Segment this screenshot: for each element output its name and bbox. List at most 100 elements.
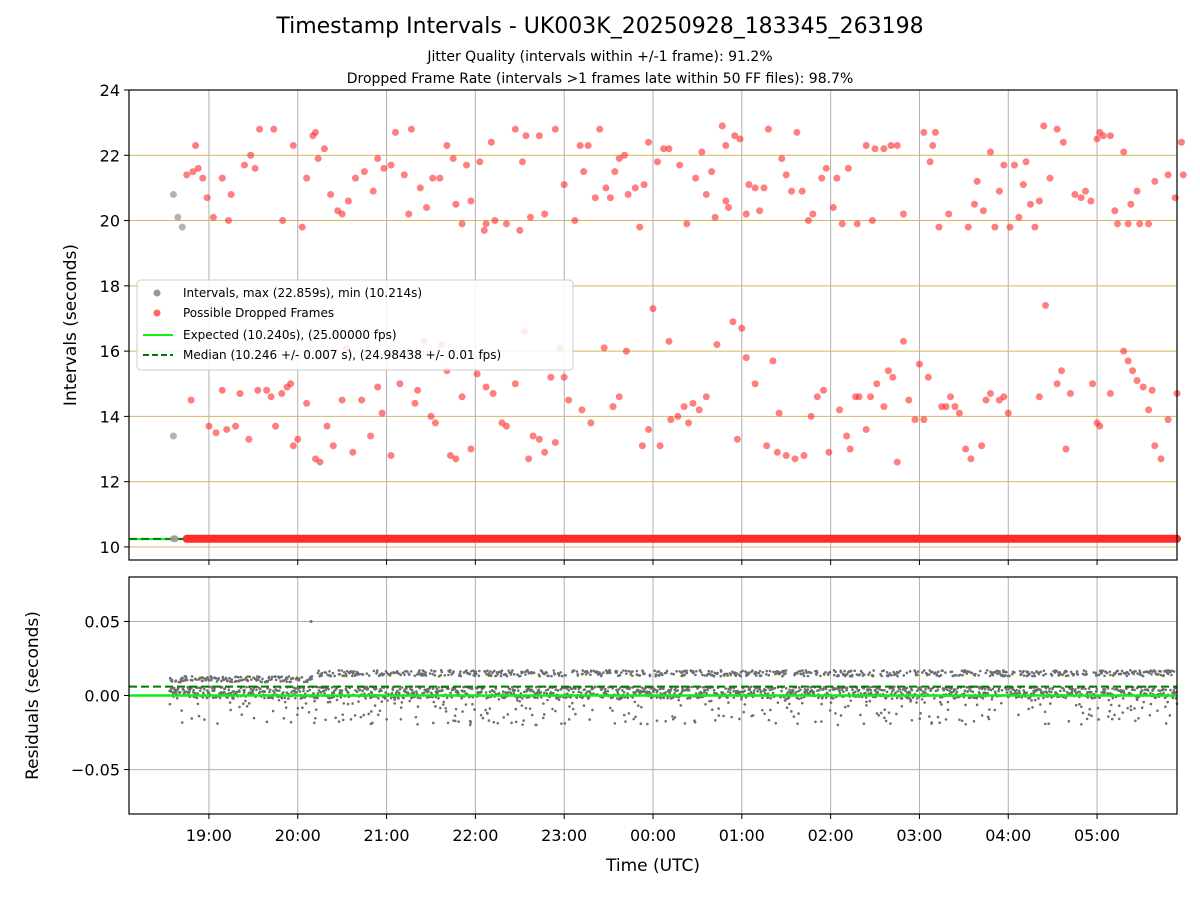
residual-point [665,671,668,675]
residual-point [889,722,892,725]
dropped-frame-point [621,151,629,159]
residual-point [975,703,979,707]
residual-point [586,671,590,674]
residual-point [350,674,354,678]
residual-point [1004,674,1007,677]
residual-point [728,688,732,692]
residual-point [296,687,300,691]
residual-point [801,669,804,672]
residual-point [968,687,971,691]
residual-point [915,701,918,704]
residual-point [393,696,397,700]
residual-point [1062,687,1065,690]
residual-point [342,674,346,678]
residual-point [1080,705,1083,709]
residual-point [519,692,523,695]
residual-point [444,707,447,710]
residual-point [468,723,472,727]
residual-point [1067,719,1071,723]
residual-point [832,673,836,677]
residual-point [662,687,665,691]
residual-point [378,690,381,693]
y-tick-label: 10 [100,538,120,557]
residual-point [373,704,377,707]
residual-point [1018,669,1022,673]
residual-point [328,670,331,673]
residual-point [1078,690,1082,694]
dropped-frame-point [329,442,337,450]
dropped-frame-point [1077,194,1085,202]
dropped-frame-point [711,213,719,221]
residual-point [1078,702,1081,706]
residual-point [645,690,649,693]
residual-point [1163,696,1167,700]
dropped-frame-point [1089,380,1097,388]
y-tick-label: 0.05 [84,612,120,631]
residual-point [700,692,703,695]
residual-point [938,700,942,704]
residual-point [898,688,902,691]
residual-point [838,689,841,693]
residual-point [832,686,836,690]
dropped-frame-point [822,164,830,172]
residual-point [759,674,763,677]
residual-point [1007,687,1010,691]
residual-point [494,687,498,690]
residual-point [405,687,408,690]
residual-point [251,689,255,693]
residual-point [965,672,969,675]
residual-point [222,690,226,694]
residual-point [620,696,624,700]
residual-point [1141,689,1144,692]
residual-point [654,674,657,678]
residual-point [479,713,483,717]
residual-point [836,673,840,677]
residual-point [319,691,323,694]
residual-point [819,674,822,678]
dropped-frame-point [374,383,382,391]
residual-point [1019,673,1023,676]
residual-point [1103,688,1107,691]
dropped-frame-point [218,386,226,394]
dropped-frame-point [1035,197,1043,205]
dropped-frame-point [289,442,297,450]
dropped-frame-point [1046,174,1054,182]
residual-point [1064,674,1068,678]
residual-point [627,712,631,715]
residual-point [316,692,320,695]
residual-point [178,691,182,694]
residual-point [226,696,229,699]
residual-point [180,721,184,724]
dropped-frame-point [199,174,207,182]
residual-point [705,691,708,695]
jitter-quality-subtitle: Jitter Quality (intervals within +/-1 fr… [427,49,773,65]
residual-point [952,690,956,693]
residual-point [1148,713,1152,717]
residual-point [582,704,586,707]
residual-point [260,680,263,684]
residual-point [301,706,304,710]
residual-point [732,696,736,699]
dropped-frame-point [251,164,259,172]
dropped-frame-point [187,396,195,404]
residual-point [509,673,513,676]
residual-point [764,688,767,692]
residual-point [675,670,678,673]
residual-point [557,698,561,702]
residual-point [574,712,577,716]
residual-point [713,719,717,722]
dropped-frame-point [1010,161,1018,169]
dropped-frame-point [411,399,419,407]
residual-point [671,715,674,718]
residual-point [849,699,853,702]
residual-point [754,674,758,677]
residual-point [986,692,990,695]
residual-point [302,687,305,690]
residual-point [905,671,909,675]
dropped-frame-point [836,406,844,414]
residual-point [1033,698,1037,702]
residual-point [243,688,246,692]
residual-point [201,676,205,679]
residual-point [235,690,239,694]
